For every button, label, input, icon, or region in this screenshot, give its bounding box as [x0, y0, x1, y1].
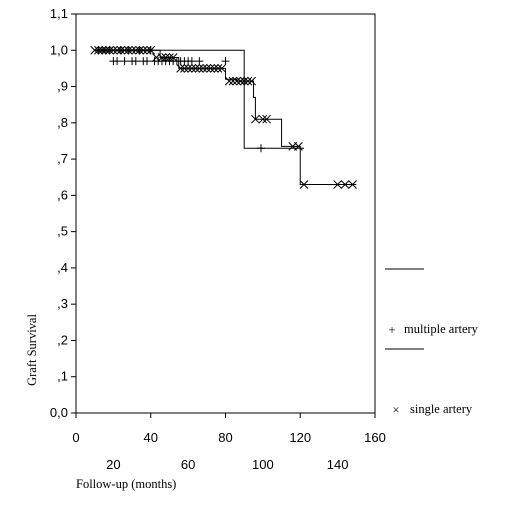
series-line-multiple-artery: [94, 49, 304, 149]
x-tick-label: 140: [327, 457, 349, 472]
censor-x-mark: [183, 64, 193, 73]
x-tick-label: 40: [144, 430, 158, 445]
legend: + multiple artery × single artery: [385, 268, 479, 417]
censor-plus-mark: [131, 57, 140, 66]
censor-x-mark: [333, 180, 342, 189]
censor-x-mark: [157, 53, 167, 62]
censor-plus-mark: [143, 57, 152, 66]
censor-x-mark: [202, 64, 212, 73]
censor-x-mark: [176, 64, 186, 73]
y-tick-label: ,4: [57, 260, 68, 275]
legend-marker-single-artery-icon: ×: [392, 403, 399, 417]
series-layer: [90, 45, 357, 189]
x-tick-label: 20: [106, 457, 120, 472]
censor-x-mark: [101, 45, 111, 55]
legend-label-single-artery: single artery: [410, 402, 473, 416]
censor-x-mark: [206, 64, 215, 73]
y-tick-label: ,1: [57, 369, 68, 384]
x-axis: 0 40 80 120 160 20 60 100 140: [72, 413, 386, 472]
censor-x-mark: [262, 114, 271, 124]
x-axis-label: Follow-up (months): [76, 477, 176, 491]
y-axis: 0,0 ,1 ,2 ,3 ,4 ,5 ,6 ,7 ,8 ,9 1,0 1,1: [50, 6, 76, 420]
censor-x-mark: [243, 76, 253, 86]
censor-x-mark: [217, 64, 227, 73]
censor-x-mark: [228, 76, 238, 86]
x-tick-label: 100: [252, 457, 274, 472]
legend-label-multiple-artery: multiple artery: [404, 322, 479, 336]
censor-x-mark: [294, 142, 303, 151]
censor-x-mark: [194, 64, 204, 73]
x-tick-label: 80: [218, 430, 232, 445]
censor-x-mark: [138, 45, 148, 55]
censor-x-mark: [213, 64, 223, 73]
censor-x-mark: [224, 76, 234, 86]
censor-x-mark: [135, 45, 144, 55]
censor-x-mark: [109, 45, 118, 55]
series-line-single-artery: [94, 49, 357, 185]
censor-plus-mark: [187, 57, 196, 66]
censor-x-mark: [191, 64, 200, 73]
censor-x-mark: [198, 64, 208, 73]
censor-plus-mark: [221, 57, 230, 66]
censor-plus-mark: [120, 57, 129, 66]
censor-x-mark: [120, 45, 129, 55]
y-tick-label: 0,0: [50, 405, 68, 420]
y-tick-label: 1,0: [50, 42, 68, 57]
censor-x-mark: [187, 64, 197, 73]
x-tick-label: 160: [364, 430, 386, 445]
censor-plus-mark: [195, 57, 204, 66]
censor-x-mark: [90, 45, 100, 55]
y-tick-label: ,8: [57, 115, 68, 130]
y-tick-label: 1,1: [50, 6, 68, 21]
censor-x-mark: [127, 45, 137, 55]
censor-x-mark: [112, 45, 122, 55]
censor-x-mark: [123, 45, 133, 55]
y-tick-label: ,9: [57, 79, 68, 94]
censor-x-mark: [348, 180, 357, 189]
y-tick-label: ,7: [57, 151, 68, 166]
censor-x-mark: [340, 180, 350, 189]
censor-x-mark: [258, 114, 268, 124]
legend-marker-multiple-artery-icon: +: [388, 323, 395, 337]
x-tick-label: 60: [181, 457, 195, 472]
censor-x-mark: [168, 53, 178, 62]
censor-x-mark: [232, 76, 242, 86]
x-tick-label: 0: [72, 430, 79, 445]
x-tick-label: 120: [289, 430, 311, 445]
censor-x-mark: [131, 45, 141, 55]
censor-x-mark: [116, 45, 126, 55]
censor-x-mark: [97, 45, 107, 55]
censor-x-mark: [161, 53, 171, 62]
censor-x-mark: [239, 76, 249, 86]
censor-plus-mark: [113, 57, 122, 66]
censor-x-mark: [165, 53, 174, 62]
censor-x-mark: [146, 45, 156, 55]
censor-x-mark: [180, 64, 189, 73]
censor-x-mark: [105, 45, 114, 55]
censor-x-mark: [142, 45, 152, 55]
censor-plus-mark: [257, 144, 266, 153]
y-tick-label: ,2: [57, 332, 68, 347]
censor-x-mark: [94, 45, 103, 55]
y-tick-label: ,6: [57, 187, 68, 202]
censor-x-mark: [247, 76, 257, 86]
y-axis-label: Graft Survival: [25, 314, 39, 386]
censor-x-mark: [209, 64, 219, 73]
y-tick-label: ,5: [57, 224, 68, 239]
censor-x-mark: [236, 76, 245, 86]
censor-x-mark: [299, 180, 309, 189]
y-tick-label: ,3: [57, 296, 68, 311]
censor-x-mark: [251, 114, 260, 124]
